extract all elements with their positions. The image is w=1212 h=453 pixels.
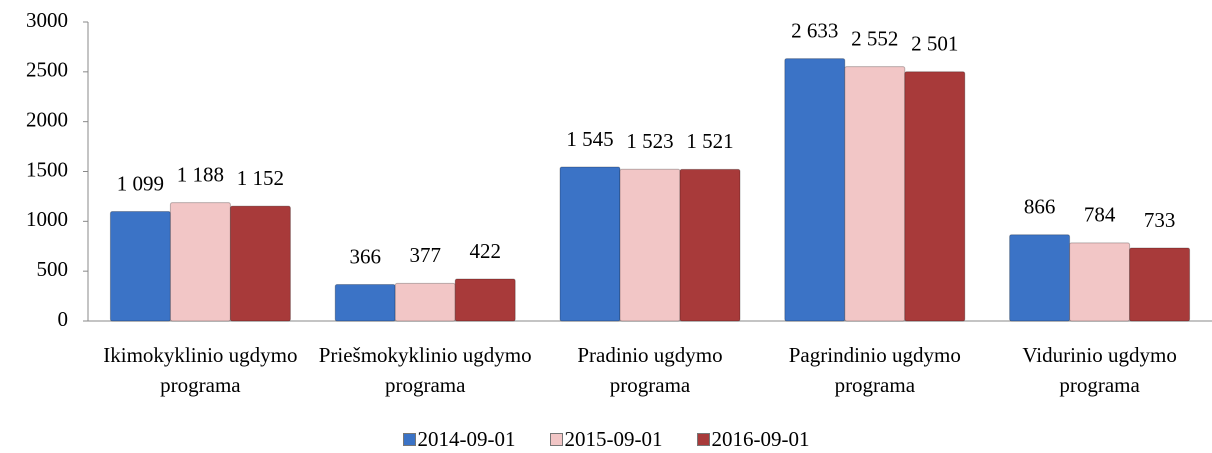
bar	[679, 168, 741, 322]
legend-label: 2015-09-01	[564, 427, 663, 451]
bar	[904, 71, 966, 322]
x-tick-label: Ikimokyklinio ugdymo programa	[103, 343, 298, 397]
legend-marker	[549, 433, 563, 446]
legend-item: 2015-09-01	[549, 427, 663, 452]
y-tick-label: 0	[58, 307, 69, 331]
bar	[844, 66, 906, 322]
legend-label: 2014-09-01	[417, 427, 516, 451]
legend: 2014-09-01 2015-09-01 2016-09-01	[0, 427, 1212, 452]
data-label: 784	[1084, 203, 1116, 227]
bar	[394, 282, 456, 322]
bar	[109, 210, 171, 322]
data-label: 1 099	[117, 171, 164, 195]
data-label: 1 545	[566, 127, 613, 151]
y-tick-label: 1000	[26, 207, 68, 231]
data-label: 1 523	[626, 129, 673, 153]
y-tick-label: 2500	[26, 58, 68, 82]
bar	[334, 284, 396, 322]
data-label: 1 152	[237, 166, 284, 190]
bar	[784, 58, 846, 322]
data-label: 2 552	[851, 26, 898, 50]
data-label: 1 521	[686, 129, 733, 153]
data-label: 377	[409, 243, 441, 267]
legend-marker	[696, 433, 710, 446]
bar	[169, 202, 231, 322]
y-tick-label: 1500	[26, 157, 68, 181]
bar	[559, 166, 621, 322]
data-label: 366	[349, 244, 381, 268]
bar	[619, 168, 681, 322]
bar	[454, 278, 516, 322]
x-tick-label: Priešmokyklinio ugdymo programa	[318, 343, 532, 397]
y-tick-label: 500	[37, 257, 69, 281]
legend-item: 2016-09-01	[696, 427, 810, 452]
data-label: 866	[1024, 195, 1056, 219]
x-tick-label: Vidurinio ugdymo programa	[1022, 343, 1177, 397]
bar	[1009, 234, 1071, 322]
legend-marker	[402, 433, 416, 446]
bar	[1069, 242, 1131, 322]
y-tick-label: 3000	[26, 8, 68, 32]
data-label: 422	[469, 239, 501, 263]
bar	[229, 205, 291, 322]
legend-label: 2016-09-01	[711, 427, 810, 451]
data-label: 2 501	[911, 32, 958, 56]
x-tick-label: Pagrindinio ugdymo programa	[788, 343, 961, 397]
bar	[1129, 247, 1191, 322]
legend-item: 2014-09-01	[402, 427, 516, 452]
y-tick-label: 2000	[26, 107, 68, 131]
data-label: 2 633	[791, 18, 838, 42]
data-label: 733	[1144, 208, 1176, 232]
x-tick-label: Pradinio ugdymo programa	[577, 343, 723, 397]
data-label: 1 188	[177, 162, 224, 186]
